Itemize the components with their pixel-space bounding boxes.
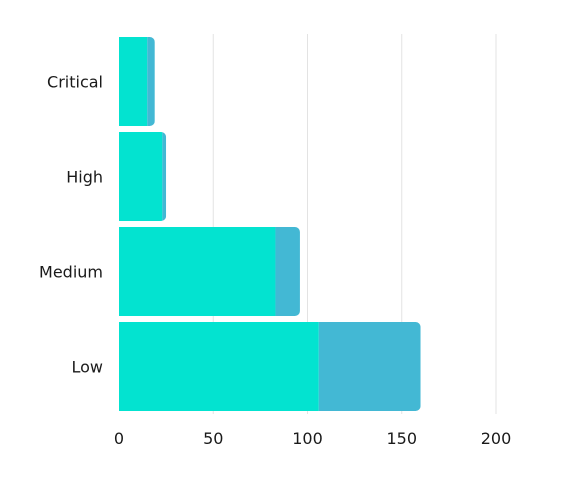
bar-group-critical (119, 37, 155, 126)
category-labels: Critical High Medium Low (39, 73, 103, 377)
x-tick-label-50: 50 (203, 429, 223, 448)
bar-medium-segment-1 (119, 227, 276, 316)
x-tick-label-0: 0 (114, 429, 124, 448)
bar-layer (119, 37, 421, 411)
bar-critical-segment-2 (147, 37, 155, 126)
x-tick-label-150: 150 (386, 429, 417, 448)
bar-critical-segment-1 (119, 37, 148, 126)
category-label-high: High (66, 168, 103, 187)
x-tick-labels: 0 50 100 150 200 (114, 429, 511, 448)
x-tick-label-200: 200 (481, 429, 512, 448)
bar-group-medium (119, 227, 300, 316)
bar-medium-segment-2 (275, 227, 300, 316)
bar-high-segment-1 (119, 132, 163, 221)
bar-low-segment-2 (318, 322, 421, 411)
bar-low-segment-1 (119, 322, 319, 411)
bar-high-segment-2 (162, 132, 167, 221)
bar-group-high (119, 132, 167, 221)
category-label-critical: Critical (47, 73, 103, 92)
bar-group-low (119, 322, 421, 411)
x-tick-label-100: 100 (292, 429, 323, 448)
category-label-medium: Medium (39, 263, 103, 282)
category-label-low: Low (71, 358, 103, 377)
